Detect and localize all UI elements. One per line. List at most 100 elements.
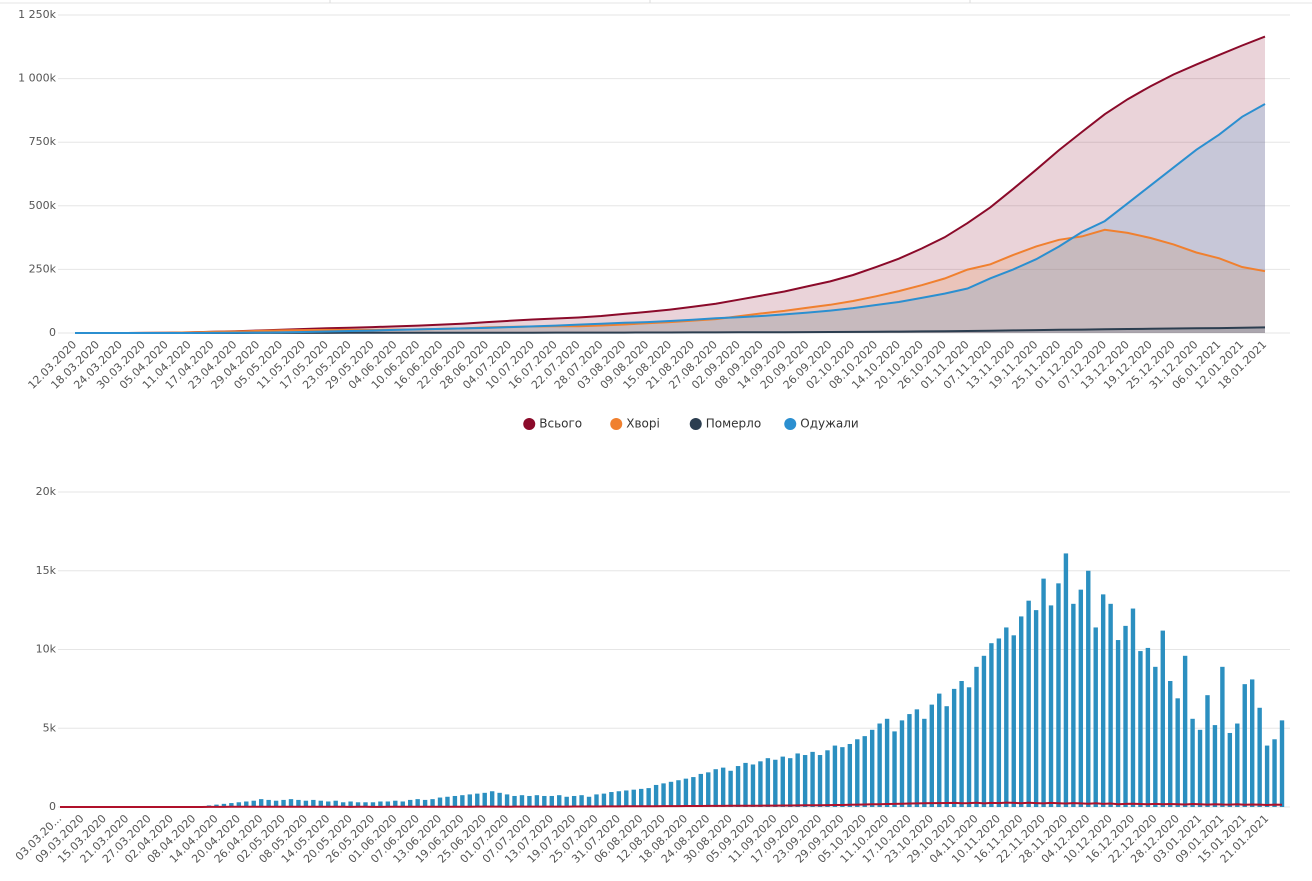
bar (430, 799, 435, 807)
bar (504, 794, 510, 807)
legend-marker (610, 418, 623, 430)
y-tick-label: 20k (36, 485, 57, 498)
bar (624, 790, 629, 807)
bar (258, 799, 264, 807)
bar (1272, 739, 1277, 807)
bar (1212, 725, 1218, 807)
bar (408, 799, 413, 807)
bar (817, 755, 823, 807)
bar (1190, 718, 1195, 807)
legend-marker (523, 418, 536, 430)
bar (720, 767, 726, 807)
bar (251, 800, 256, 807)
y-tick-label: 0 (49, 326, 56, 339)
bar (877, 723, 882, 807)
bar (378, 801, 383, 807)
bar (765, 758, 771, 807)
bar (937, 693, 942, 807)
bar (631, 789, 636, 807)
bar (713, 769, 718, 807)
bar (348, 801, 353, 807)
bar (542, 795, 547, 807)
legend-label: Померло (706, 417, 761, 431)
bar (422, 799, 428, 807)
bar (981, 655, 987, 807)
bar (288, 799, 294, 807)
line (60, 801, 1283, 808)
bar (370, 802, 376, 807)
bar (1019, 616, 1024, 807)
bar (1048, 605, 1054, 807)
line (75, 103, 1266, 334)
bar (1115, 640, 1121, 807)
bar (907, 714, 912, 807)
bar (810, 751, 815, 807)
bar (706, 772, 711, 807)
bar (929, 704, 934, 807)
bar (1011, 635, 1016, 807)
bar (445, 796, 450, 807)
bar (452, 795, 458, 807)
area (75, 36, 1265, 333)
bar (571, 795, 577, 807)
bar (214, 804, 219, 807)
legend-marker (689, 418, 702, 430)
bar (512, 795, 517, 807)
y-tick-label: 750k (29, 135, 57, 148)
legend-marker (784, 418, 797, 430)
bar (579, 795, 584, 807)
bar (437, 797, 443, 807)
bar (668, 781, 674, 807)
bar (318, 800, 323, 807)
bar (244, 801, 249, 807)
bar (1100, 594, 1106, 807)
bar (586, 796, 592, 807)
line (75, 228, 1266, 334)
bar (1249, 679, 1255, 807)
bar (914, 709, 920, 807)
bar (922, 718, 927, 807)
y-tick-label: 15k (36, 564, 57, 577)
bar (735, 766, 741, 807)
bar (847, 744, 853, 807)
bar (1175, 698, 1180, 807)
bar (892, 731, 897, 807)
chart: 05k10k15k20k03.03.20...09.03.202015.03.2… (13, 485, 1290, 866)
bar (311, 799, 316, 807)
bar (1227, 732, 1233, 807)
bar (795, 753, 800, 807)
bar (959, 681, 964, 807)
bar (273, 800, 279, 807)
bar (728, 770, 733, 807)
bar (1078, 589, 1084, 807)
bar (661, 783, 666, 807)
bar (1153, 666, 1158, 807)
bar (266, 799, 271, 807)
bar (236, 802, 242, 807)
bar (1197, 729, 1203, 807)
bar (1041, 578, 1046, 807)
bar (229, 803, 234, 807)
bar (594, 794, 599, 807)
bar (1123, 625, 1128, 807)
bar (691, 777, 696, 807)
bar (899, 720, 905, 807)
bar (385, 801, 391, 807)
bar (974, 666, 979, 807)
y-tick-label: 5k (43, 721, 57, 734)
bar (802, 755, 808, 807)
bar (1205, 695, 1210, 807)
bar (616, 791, 622, 807)
bar (326, 801, 331, 807)
bar (966, 687, 972, 807)
bar (1138, 651, 1143, 807)
bar (1063, 553, 1069, 807)
bar (869, 729, 875, 807)
bar (393, 800, 398, 807)
bar (1086, 570, 1091, 807)
bar (1168, 681, 1173, 807)
bar (564, 796, 569, 807)
bar (750, 764, 756, 807)
bar (1033, 610, 1039, 807)
bar (1220, 666, 1225, 807)
